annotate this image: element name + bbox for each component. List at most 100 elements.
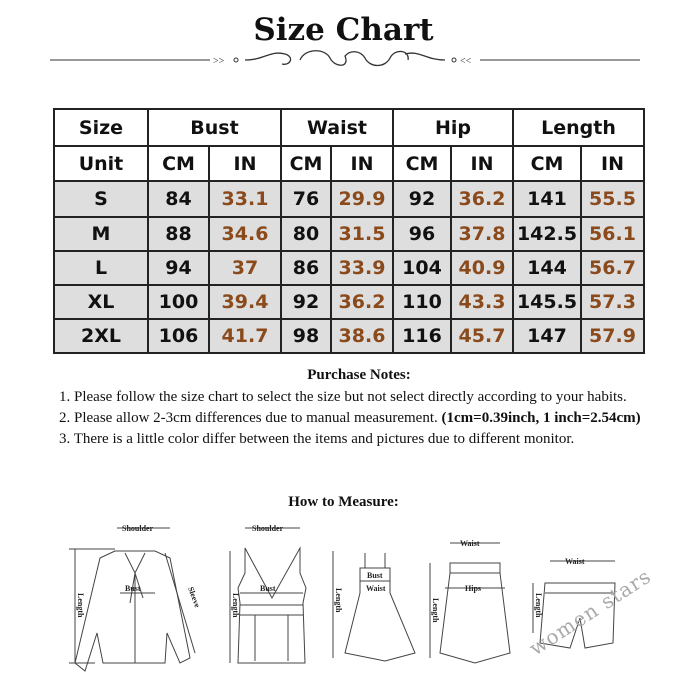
label-waist: Waist — [460, 539, 480, 548]
label-length: Length — [534, 593, 543, 618]
note-2-text: 2. Please allow 2-3cm differences due to… — [59, 410, 442, 426]
size-chart-table: Size Bust Waist Hip Length Unit CM IN CM IN C… — [53, 108, 645, 354]
cm-cell: 92 — [392, 180, 452, 218]
label-length: Length — [431, 598, 440, 623]
inch-cell: 33.9 — [330, 250, 394, 286]
inch-cell: 56.7 — [580, 250, 645, 286]
inch-cell: 29.9 — [330, 180, 394, 218]
label-bust: Bust — [260, 584, 276, 593]
title-ornament-divider: >> << — [50, 50, 640, 67]
unit-in: IN — [450, 145, 514, 182]
svg-text:<<: << — [460, 56, 472, 67]
size-cell: M — [53, 216, 149, 252]
unit-cm: CM — [147, 145, 210, 182]
inch-cell: 31.5 — [330, 216, 394, 252]
how-to-measure-title: How to Measure: — [288, 494, 399, 510]
unit-label: Unit — [53, 145, 149, 182]
unit-in: IN — [208, 145, 282, 182]
header-bust: Bust — [147, 108, 282, 147]
page-title: Size Chart — [253, 12, 434, 48]
inch-cell: 38.6 — [330, 318, 394, 354]
inch-cell: 45.7 — [450, 318, 514, 354]
shirt-diagram: Shoulder Bust Length Sleeve — [69, 524, 202, 672]
inch-cell: 36.2 — [450, 180, 514, 218]
cm-cell: 88 — [147, 216, 210, 252]
label-waist: Waist — [366, 584, 386, 593]
label-sleeve: Sleeve — [186, 586, 202, 610]
inch-cell: 40.9 — [450, 250, 514, 286]
inch-cell: 57.9 — [580, 318, 645, 354]
cm-cell: 100 — [147, 284, 210, 320]
cm-cell: 116 — [392, 318, 452, 354]
inch-cell: 57.3 — [580, 284, 645, 320]
cm-cell: 144 — [512, 250, 582, 286]
label-bust: Bust — [367, 571, 383, 580]
header-size: Size — [53, 108, 149, 147]
svg-text:>>: >> — [213, 56, 225, 67]
label-bust: Bust — [125, 584, 141, 593]
table-row: XL 100 39.4 92 36.2 110 43.3 145.5 57.3 — [53, 284, 645, 320]
inch-cell: 41.7 — [208, 318, 282, 354]
label-length: Length — [76, 593, 85, 618]
inch-cell: 43.3 — [450, 284, 514, 320]
size-cell: L — [53, 250, 149, 286]
unit-row: Unit CM IN CM IN CM IN CM IN — [53, 145, 645, 182]
cm-cell: 80 — [280, 216, 332, 252]
inch-cell: 37.8 — [450, 216, 514, 252]
size-cell: 2XL — [53, 318, 149, 354]
dress-diagram: Bust Waist Length — [332, 551, 416, 662]
unit-cm: CM — [280, 145, 332, 182]
inch-cell: 33.1 — [208, 180, 282, 218]
inch-cell: 37 — [208, 250, 282, 286]
cm-cell: 76 — [280, 180, 332, 218]
cm-cell: 92 — [280, 284, 332, 320]
tank-top-diagram: Shoulder Bust Length — [229, 524, 307, 664]
size-cell: S — [53, 180, 149, 218]
inch-cell: 34.6 — [208, 216, 282, 252]
inch-cell: 56.1 — [580, 216, 645, 252]
header-waist: Waist — [280, 108, 394, 147]
cm-cell: 110 — [392, 284, 452, 320]
inch-cell: 36.2 — [330, 284, 394, 320]
header-length: Length — [512, 108, 645, 147]
inch-cell: 55.5 — [580, 180, 645, 218]
skirt-diagram: Waist Hips Length — [429, 539, 511, 664]
cm-cell: 106 — [147, 318, 210, 354]
shorts-diagram: Waist Length — [532, 557, 616, 649]
cm-cell: 145.5 — [512, 284, 582, 320]
label-hips: Hips — [465, 584, 481, 593]
size-cell: XL — [53, 284, 149, 320]
cm-cell: 104 — [392, 250, 452, 286]
label-shoulder: Shoulder — [252, 524, 284, 533]
cm-cell: 98 — [280, 318, 332, 354]
header-hip: Hip — [392, 108, 514, 147]
label-length: Length — [334, 588, 343, 613]
cm-cell: 84 — [147, 180, 210, 218]
table-row: M 88 34.6 80 31.5 96 37.8 142.5 56.1 — [53, 216, 645, 252]
cm-cell: 96 — [392, 216, 452, 252]
label-shoulder: Shoulder — [122, 524, 154, 533]
table-row: L 94 37 86 33.9 104 40.9 144 56.7 — [53, 250, 645, 286]
unit-in: IN — [580, 145, 645, 182]
label-length: Length — [231, 593, 240, 618]
note-1: 1. Please follow the size chart to selec… — [59, 389, 627, 405]
cm-cell: 147 — [512, 318, 582, 354]
cm-cell: 94 — [147, 250, 210, 286]
inch-cell: 39.4 — [208, 284, 282, 320]
cm-cell: 86 — [280, 250, 332, 286]
table-row: 2XL 106 41.7 98 38.6 116 45.7 147 57.9 — [53, 318, 645, 354]
cm-cell: 142.5 — [512, 216, 582, 252]
table-header-row: Size Bust Waist Hip Length — [53, 108, 645, 147]
cm-cell: 141 — [512, 180, 582, 218]
table-row: S 84 33.1 76 29.9 92 36.2 141 55.5 — [53, 180, 645, 218]
unit-cm: CM — [512, 145, 582, 182]
measurement-diagrams: Shoulder Bust Length Sleeve Shoulder Bus… — [69, 524, 616, 672]
purchase-notes-title: Purchase Notes: — [307, 367, 411, 383]
note-2-conversion: (1cm=0.39inch, 1 inch=2.54cm) — [441, 410, 641, 426]
label-waist: Waist — [565, 557, 585, 566]
unit-in: IN — [330, 145, 394, 182]
unit-cm: CM — [392, 145, 452, 182]
note-3: 3. There is a little color differ betwee… — [59, 431, 575, 447]
purchase-notes: Purchase Notes: 1. Please follow the siz… — [59, 365, 659, 450]
note-2: 2. Please allow 2-3cm differences due to… — [59, 408, 659, 429]
